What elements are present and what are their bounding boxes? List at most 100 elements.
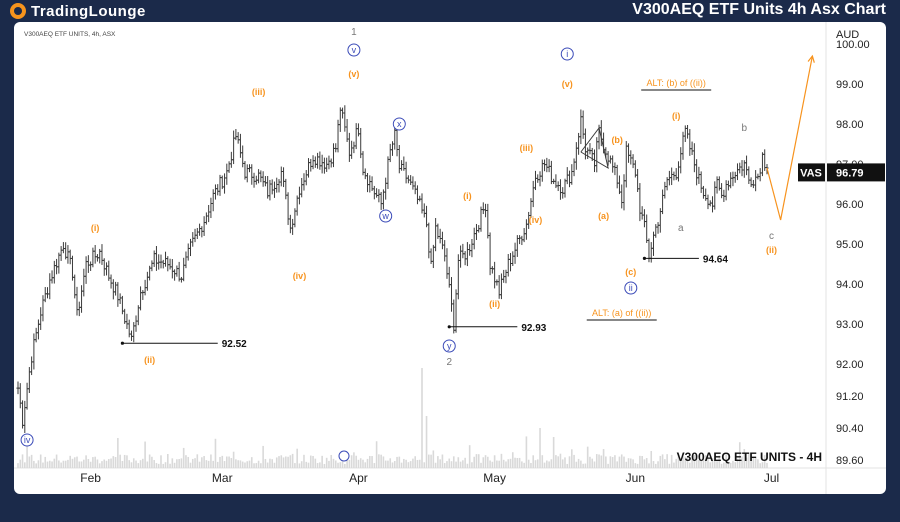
volume-bar	[42, 462, 44, 468]
wave-label-circle	[624, 281, 638, 295]
volume-bar	[107, 459, 110, 468]
volume-bar	[307, 462, 310, 468]
volume-bar	[255, 463, 258, 468]
volume-bar	[518, 457, 521, 468]
volume-bar	[736, 458, 739, 468]
volume-bar	[605, 456, 607, 468]
volume-bar	[157, 463, 160, 468]
volume-bar	[516, 457, 519, 468]
volume-bar	[387, 460, 389, 468]
volume-bar	[185, 455, 187, 468]
wave-label-circle	[560, 47, 574, 61]
volume-bar	[471, 462, 473, 468]
volume-bar	[51, 461, 53, 468]
volume-bar	[455, 461, 457, 468]
volume-bar	[541, 455, 544, 468]
volume-bar	[568, 456, 571, 468]
wave-label-blue: ii	[629, 283, 633, 293]
wave-label-orange: (c)	[625, 267, 636, 277]
wave-label-orange: (iv)	[293, 271, 307, 281]
symbol-tag-label: VAS	[800, 167, 822, 179]
volume-bar	[328, 460, 330, 468]
volume-bar	[652, 461, 655, 468]
volume-bar	[584, 463, 587, 468]
volume-bar	[734, 462, 737, 468]
wave-label-circle	[347, 43, 361, 57]
volume-bar	[55, 454, 58, 468]
volume-bar	[700, 460, 702, 468]
level-dot	[120, 341, 125, 345]
volume-bar	[502, 459, 505, 468]
volume-bar	[580, 460, 582, 468]
volume-bar	[448, 458, 451, 468]
volume-bar	[148, 454, 151, 468]
volume-bar	[362, 459, 364, 468]
volume-bar	[525, 436, 528, 468]
volume-bar	[378, 454, 380, 468]
wave-label-circle	[20, 433, 34, 447]
volume-bar	[30, 454, 33, 468]
volume-bar	[196, 454, 199, 468]
wave-label-blue: i	[566, 49, 568, 59]
volume-bar	[73, 457, 76, 468]
volume-bar	[271, 459, 274, 468]
volume-bar	[280, 455, 283, 468]
volume-bar	[441, 454, 444, 468]
volume-bar	[659, 455, 662, 468]
volume-bar	[239, 460, 242, 468]
volume-bar	[484, 455, 487, 468]
volume-bar	[704, 455, 707, 468]
volume-bar	[555, 455, 557, 468]
volume-bar	[126, 455, 128, 468]
volume-bar	[412, 458, 414, 468]
wave-label-gray: c	[769, 231, 774, 242]
last-price-label: 96.79	[836, 167, 864, 179]
volume-bar	[639, 455, 641, 468]
volume-bar	[498, 460, 500, 468]
wave-label-orange: (v)	[348, 69, 359, 79]
level-label: 94.64	[703, 254, 728, 265]
volume-bar	[53, 458, 56, 468]
volume-bar	[232, 451, 235, 468]
volume-bar	[521, 461, 523, 468]
y-tick-label: 96.00	[836, 199, 864, 211]
volume-bar	[155, 463, 158, 468]
level-dot	[642, 256, 647, 260]
volume-bar	[593, 461, 596, 468]
volume-bar	[759, 463, 761, 468]
volume-bar	[35, 463, 37, 468]
volume-bar	[482, 457, 485, 468]
volume-bar	[96, 459, 99, 468]
volume-bar	[244, 462, 246, 468]
wave-label-blue: v	[352, 45, 357, 55]
wave-label-blue: y	[447, 341, 452, 351]
volume-bar	[754, 457, 757, 468]
volume-bar	[321, 455, 323, 468]
volume-bar	[738, 442, 741, 468]
volume-bar	[101, 461, 103, 468]
volume-bar	[732, 460, 734, 468]
volume-bar	[468, 445, 471, 468]
volume-bar	[473, 456, 476, 468]
volume-bar	[151, 456, 153, 468]
volume-bar	[534, 460, 537, 468]
volume-bar	[591, 458, 594, 468]
volume-bar	[26, 437, 28, 468]
wave-label-gray: 2	[446, 357, 452, 368]
volume-bar	[83, 459, 85, 468]
volume-bar	[319, 462, 321, 468]
volume-bar	[727, 462, 730, 468]
volume-bar	[600, 455, 603, 468]
volume-bar	[48, 460, 51, 468]
volume-bar	[17, 463, 19, 468]
volume-bar	[162, 463, 165, 468]
volume-bar	[752, 456, 755, 468]
volume-bar	[164, 462, 167, 468]
wave-label-gray: a	[678, 223, 684, 234]
volume-bar	[564, 457, 566, 468]
volume-bar	[180, 458, 183, 468]
volume-bar	[723, 462, 725, 468]
volume-bar	[462, 460, 464, 468]
volume-bar	[21, 454, 24, 468]
currency-label: AUD	[836, 29, 859, 41]
